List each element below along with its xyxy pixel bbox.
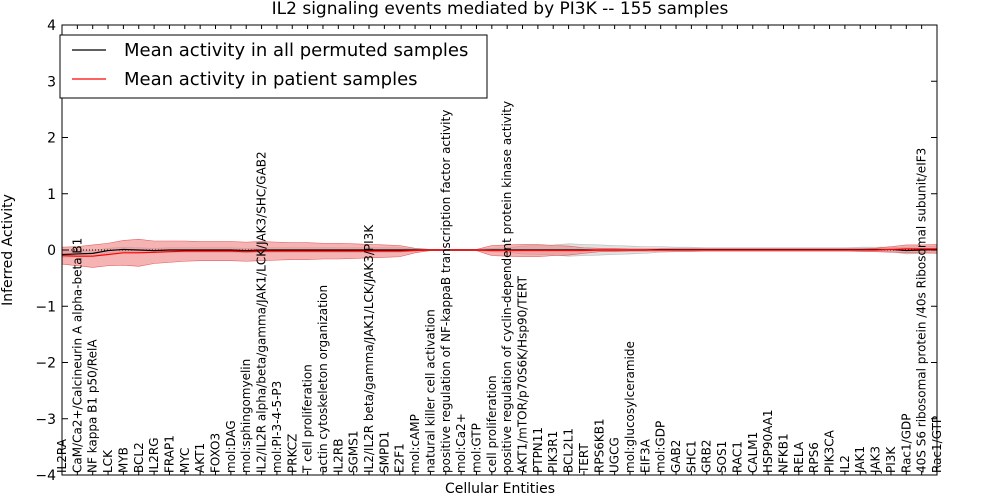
x-tick-label: Rac1/GTP: [930, 416, 944, 473]
x-tick-label: GAB2: [669, 440, 683, 473]
x-tick-label: JAK3: [869, 446, 883, 474]
x-tick-label: AKT1: [193, 443, 207, 473]
x-tick-label: UGCG: [608, 437, 622, 473]
x-tick-label: PI3K: [884, 446, 898, 473]
y-axis: −4 −3 −2 −1 0 1 2 3 4: [35, 18, 937, 484]
y-tick-label: 0: [47, 243, 56, 259]
x-tick-label: cell proliferation: [485, 375, 499, 473]
x-tick-label: JAK1: [853, 446, 867, 474]
x-tick-label: SGMS1: [347, 430, 361, 473]
x-tick-label: MYC: [178, 448, 192, 473]
x-tick-label: mol:GTP: [469, 423, 483, 473]
y-tick-label: −1: [35, 299, 56, 315]
x-tick-label: IL2RA: [55, 438, 69, 473]
x-tick-label: natural killer cell activation: [423, 309, 437, 473]
y-tick-label: −3: [35, 412, 56, 428]
x-tick-label: BCL2: [132, 442, 146, 473]
x-tick-label: T cell proliferation: [301, 364, 315, 474]
y-axis-label: Inferred Activity: [0, 194, 16, 306]
x-tick-label: positive regulation of cyclin-dependent …: [500, 101, 514, 473]
x-tick-label: IL2RB: [331, 439, 345, 473]
x-tick-label: PTPN11: [531, 427, 545, 473]
x-tick-label: Rac1/GDP: [899, 414, 913, 473]
x-tick-label: AKT1/mTOR/p70S6K/Hsp90/TERT: [516, 275, 530, 473]
x-tick-label: CALM1: [746, 432, 760, 473]
x-tick-label: EIF3A: [638, 438, 652, 473]
x-tick-label: PRKCZ: [285, 434, 299, 473]
x-tick-label: IL2/IL2R beta/gamma/JAK1/LCK/JAK3/PI3K: [362, 224, 376, 473]
x-tick-label: IL2RG: [147, 438, 161, 474]
x-tick-label: RPS6KB1: [592, 418, 606, 473]
x-axis-label: Cellular Entities: [445, 481, 555, 497]
x-tick-label: PIK3R1: [546, 431, 560, 473]
series-line-patient: [61, 248, 937, 257]
x-tick-label: SMPD1: [377, 431, 391, 473]
legend: Mean activity in all permuted samples Mea…: [59, 34, 488, 99]
x-tick-label: NFKB1: [776, 433, 790, 473]
legend-label: Mean activity in patient samples: [124, 69, 418, 90]
x-tick-label: LCK: [101, 449, 115, 473]
y-tick-label: 1: [47, 187, 56, 203]
x-tick-label: mol:DAG: [224, 420, 238, 473]
x-tick-label: RPS6: [807, 442, 821, 473]
y-tick-label: 4: [47, 18, 56, 34]
x-tick-label: BCL2L1: [562, 428, 576, 473]
y-tick-label: 3: [47, 74, 56, 90]
x-tick-label: mol:glucosylceramide: [623, 341, 637, 473]
x-tick-label: mol:sphingomyelin: [239, 359, 253, 473]
x-axis: IL2RA CaM/Ca2+/Calcineurin A alpha-beta B…: [55, 25, 944, 475]
series-lines: [61, 248, 938, 257]
x-tick-label: PIK3CA: [823, 429, 837, 473]
x-tick-label: HSP90AA1: [761, 409, 775, 473]
x-tick-label: actin cytoskeleton organization: [316, 285, 330, 473]
x-tick-label: IL2: [838, 455, 852, 473]
x-tick-label: mol:cAMP: [408, 414, 422, 473]
x-tick-label: mol:Ca2+: [454, 413, 468, 473]
x-tick-label: positive regulation of NF-kappaB transcr…: [439, 110, 453, 473]
x-tick-label: mol:GDP: [654, 421, 668, 473]
x-tick-label: RAC1: [730, 441, 744, 473]
x-tick-label: GRB2: [700, 439, 714, 473]
x-tick-label: TERT: [577, 443, 591, 474]
x-tick-label: SHC1: [684, 440, 698, 473]
x-tick-label: MYB: [116, 447, 130, 473]
x-tick-label: SOS1: [715, 441, 729, 473]
y-tick-label: −2: [35, 356, 56, 372]
y-tick-label: −4: [35, 468, 56, 484]
x-tick-label: RELA: [792, 441, 806, 473]
chart-title: IL2 signaling events mediated by PI3K --…: [272, 0, 729, 19]
x-tick-label: 40S S6 ribosomal protein /40s Ribosomal …: [915, 148, 929, 473]
legend-label: Mean activity in all permuted samples: [124, 40, 468, 61]
x-tick-label: mol:PI-3-4-5-P3: [270, 381, 284, 473]
x-tick-label: CaM/Ca2+/Calcineurin A alpha-beta B1: [70, 238, 84, 473]
x-tick-label: NF kappa B1 p50/RelA: [86, 339, 100, 473]
legend-box: [59, 34, 488, 99]
x-tick-label: IL2/IL2R alpha/beta/gamma/JAK1/LCK/JAK3/…: [255, 151, 269, 473]
x-tick-label: FRAP1: [162, 435, 176, 473]
x-tick-label: FOXO3: [209, 433, 223, 473]
y-tick-label: 2: [47, 131, 56, 147]
x-tick-label: E2F1: [393, 443, 407, 473]
